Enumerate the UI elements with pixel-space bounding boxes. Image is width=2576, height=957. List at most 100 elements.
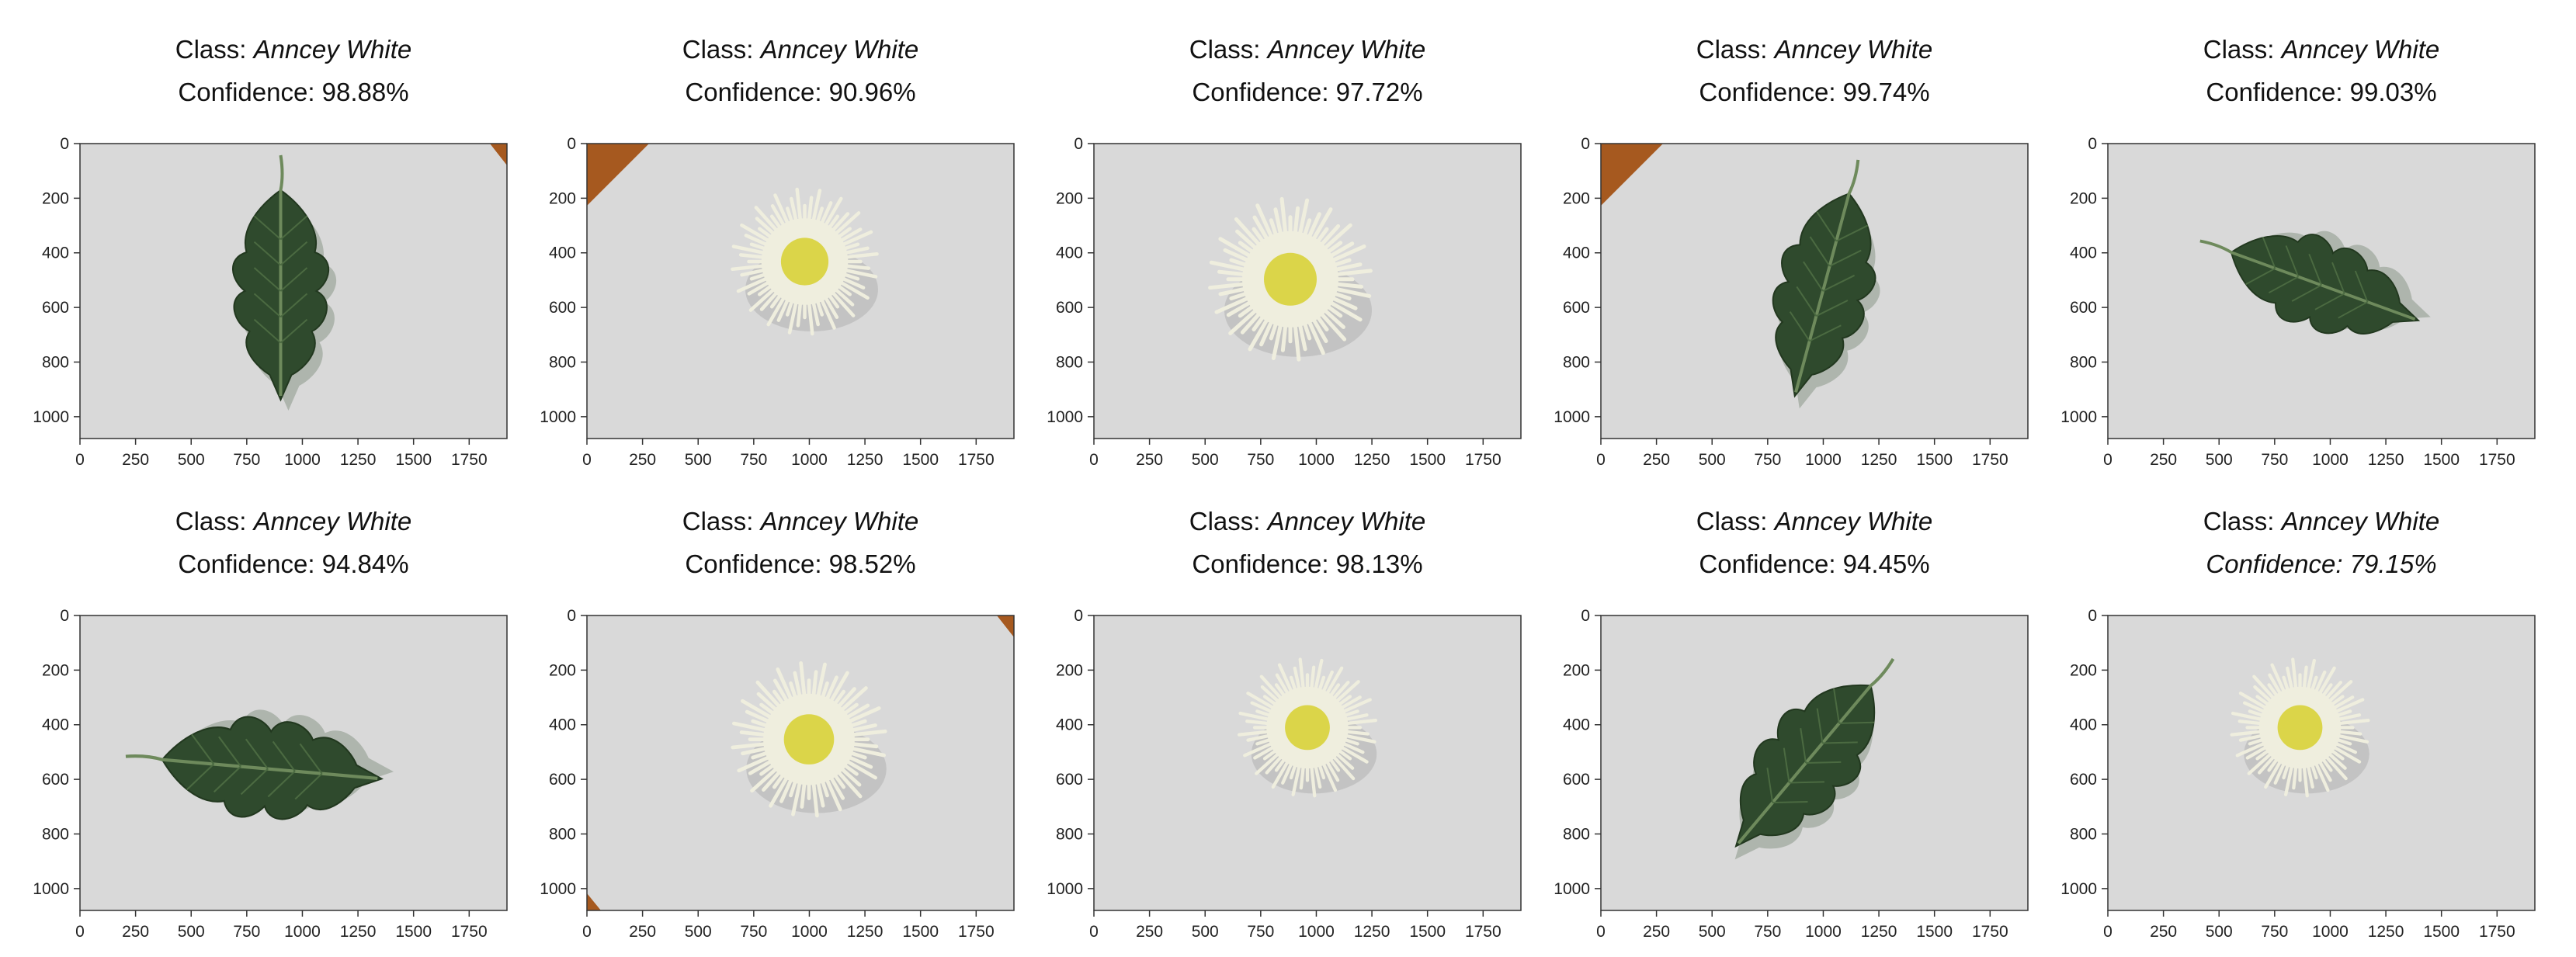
leaf-vein xyxy=(294,743,323,800)
y-tick-label: 400 xyxy=(42,244,69,262)
y-tick-label: 600 xyxy=(1056,299,1083,317)
class-prefix: Class: xyxy=(2203,35,2282,64)
flower-subject xyxy=(2230,657,2370,798)
x-tick-label: 0 xyxy=(1596,923,1606,941)
x-tick-label: 1500 xyxy=(902,451,939,469)
x-tick-label: 1750 xyxy=(451,923,488,941)
y-tick-label: 200 xyxy=(1563,661,1590,679)
panel: Class: Anncey White Confidence: 94.84% 0 25… xyxy=(33,507,508,941)
x-tick-label: 750 xyxy=(1247,451,1274,469)
x-tick-label: 750 xyxy=(740,451,767,469)
y-tick-label: 1000 xyxy=(540,408,576,426)
panel: Class: Anncey White Confidence: 99.74% 0 25… xyxy=(1554,35,2029,469)
x-tick-label: 500 xyxy=(685,923,712,941)
y-tick-label: 400 xyxy=(2070,244,2097,262)
leaf-vein xyxy=(1809,236,1862,267)
x-tick-label: 750 xyxy=(233,923,260,941)
axes-frame xyxy=(2107,143,2536,439)
x-tick-label: 500 xyxy=(178,451,205,469)
x-tick-label: 1250 xyxy=(340,923,377,941)
y-tick-label: 800 xyxy=(1563,825,1590,843)
class-name: Anncey White xyxy=(2280,35,2440,64)
class-name: Anncey White xyxy=(759,35,919,64)
axes-frame xyxy=(586,143,1015,439)
leaf-vein xyxy=(267,740,296,798)
y-tick-label: 1000 xyxy=(33,880,69,898)
x-tick-label: 1500 xyxy=(902,923,939,941)
y-tick-label: 1000 xyxy=(2060,880,2097,898)
leaf-subject xyxy=(2199,231,2431,335)
panel-class-title: Class: Anncey White xyxy=(682,35,918,64)
x-tick-label: 1500 xyxy=(395,923,432,941)
class-name: Anncey White xyxy=(252,507,412,536)
y-tick-label: 600 xyxy=(42,299,69,317)
y-tick-label: 1000 xyxy=(1554,880,1590,898)
leaf-midrib xyxy=(1737,657,1895,844)
x-tick-label: 750 xyxy=(233,451,260,469)
y-tick-label: 400 xyxy=(42,716,69,734)
x-tick-label: 250 xyxy=(122,451,149,469)
class-name: Anncey White xyxy=(1773,35,1933,64)
x-tick-label: 1000 xyxy=(284,451,321,469)
y-tick-label: 800 xyxy=(1056,825,1083,843)
leaf-vein xyxy=(2268,245,2300,294)
y-tick-label: 600 xyxy=(549,771,576,789)
y-tick-label: 0 xyxy=(1581,135,1590,153)
panel-confidence-title: Confidence: 97.72% xyxy=(1192,78,1422,106)
class-name: Anncey White xyxy=(1773,507,1933,536)
x-tick-label: 1750 xyxy=(2479,451,2515,469)
x-tick-label: 750 xyxy=(1754,923,1781,941)
x-tick-label: 500 xyxy=(1699,451,1726,469)
x-tick-label: 500 xyxy=(1699,923,1726,941)
y-tick-label: 200 xyxy=(1563,189,1590,207)
panel-confidence-title: Confidence: 94.45% xyxy=(1699,550,1929,578)
panel-class-title: Class: Anncey White xyxy=(1189,507,1425,536)
panel-class-title: Class: Anncey White xyxy=(2203,507,2439,536)
axes-frame xyxy=(79,615,508,911)
x-tick-label: 0 xyxy=(75,923,85,941)
leaf-vein xyxy=(2245,237,2276,286)
x-tick-label: 0 xyxy=(1089,451,1099,469)
y-tick-label: 1000 xyxy=(1047,880,1083,898)
panel-class-title: Class: Anncey White xyxy=(1696,35,1932,64)
y-tick-label: 800 xyxy=(42,825,69,843)
flower-subject xyxy=(731,187,879,336)
y-tick-label: 800 xyxy=(1563,353,1590,371)
panel-confidence-title: Confidence: 99.74% xyxy=(1699,78,1929,106)
y-tick-label: 0 xyxy=(567,607,576,625)
y-tick-label: 800 xyxy=(549,353,576,371)
class-name: Anncey White xyxy=(759,507,919,536)
y-tick-label: 0 xyxy=(60,135,69,153)
x-tick-label: 0 xyxy=(1089,923,1099,941)
x-tick-label: 250 xyxy=(629,451,656,469)
leaf-vein xyxy=(253,267,308,292)
leaf-blade xyxy=(2230,234,2421,335)
flower-subject xyxy=(1237,657,1378,798)
x-tick-label: 1500 xyxy=(2423,923,2460,941)
y-tick-label: 0 xyxy=(1074,607,1083,625)
flower-center xyxy=(1285,705,1330,751)
y-tick-label: 0 xyxy=(567,135,576,153)
x-tick-label: 500 xyxy=(1192,923,1219,941)
flower-center xyxy=(783,714,835,765)
x-tick-label: 1000 xyxy=(1805,923,1842,941)
image-corner xyxy=(997,615,1014,637)
x-tick-label: 0 xyxy=(582,451,592,469)
y-tick-label: 0 xyxy=(60,607,69,625)
y-tick-label: 400 xyxy=(549,244,576,262)
leaf-vein xyxy=(1833,688,1875,724)
y-tick-label: 200 xyxy=(2070,189,2097,207)
x-tick-label: 250 xyxy=(2150,451,2177,469)
class-prefix: Class: xyxy=(1189,35,1268,64)
x-tick-label: 1750 xyxy=(958,451,995,469)
y-tick-label: 400 xyxy=(1563,244,1590,262)
panel: Class: Anncey White Confidence: 98.13% 0 25… xyxy=(1047,507,1522,941)
panel: Class: Anncey White Confidence: 94.45% 0 25… xyxy=(1554,507,2029,941)
x-tick-label: 1000 xyxy=(791,451,828,469)
y-tick-label: 600 xyxy=(549,299,576,317)
y-tick-label: 0 xyxy=(2088,607,2097,625)
class-prefix: Class: xyxy=(1696,507,1775,536)
class-prefix: Class: xyxy=(682,35,761,64)
x-tick-label: 0 xyxy=(2103,451,2113,469)
